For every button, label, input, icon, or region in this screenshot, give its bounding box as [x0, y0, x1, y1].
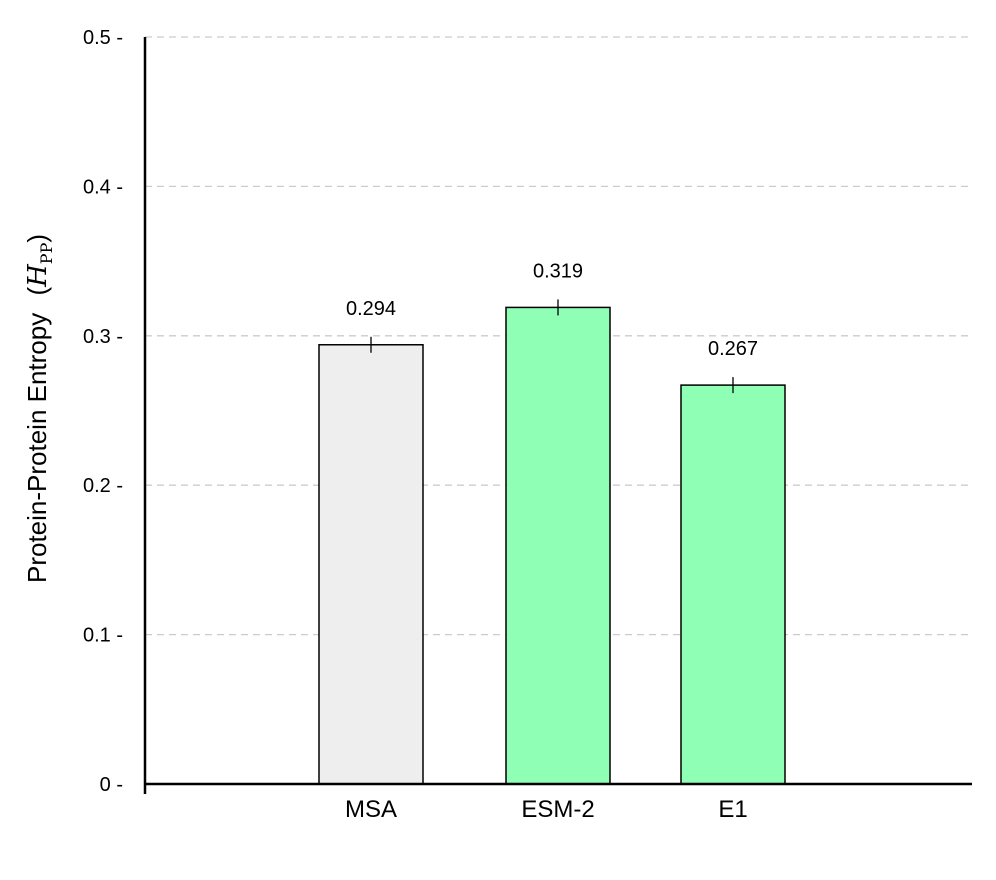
y-axis-label-symbol: H [23, 263, 53, 288]
bars [318, 306, 786, 785]
y-tick-label: 0.5 - [83, 27, 123, 49]
y-tick-label: 0.3 - [83, 326, 123, 348]
y-axis-label-subscript: PP [37, 242, 56, 264]
value-labels: 0.294 0.319 0.267 [346, 260, 758, 360]
x-tick-label: ESM-2 [521, 796, 594, 823]
axes [143, 37, 972, 794]
y-tick-label: 0.2 - [83, 475, 123, 497]
y-tick-label: 0.1 - [83, 625, 123, 647]
x-tick-labels: MSA ESM-2 E1 [345, 796, 748, 823]
error-bars [370, 299, 734, 394]
value-label: 0.319 [533, 260, 583, 282]
y-ticks: 0 - 0.1 - 0.2 - 0.3 - 0.4 - 0.5 - [83, 27, 123, 796]
x-tick-label: MSA [345, 796, 397, 823]
y-tick-label: 0 - [100, 774, 123, 796]
y-axis-label-text: Protein-Protein Entropy [22, 313, 52, 583]
value-label: 0.294 [346, 298, 396, 320]
bar-msa [318, 344, 424, 785]
value-label: 0.267 [708, 338, 758, 360]
bar-e1 [680, 384, 786, 785]
y-tick-label: 0.4 - [83, 176, 123, 198]
x-tick-label: E1 [718, 796, 747, 823]
bar-esm-2 [505, 306, 611, 785]
y-axis-label: Protein-Protein Entropy (HPP) [22, 234, 56, 583]
